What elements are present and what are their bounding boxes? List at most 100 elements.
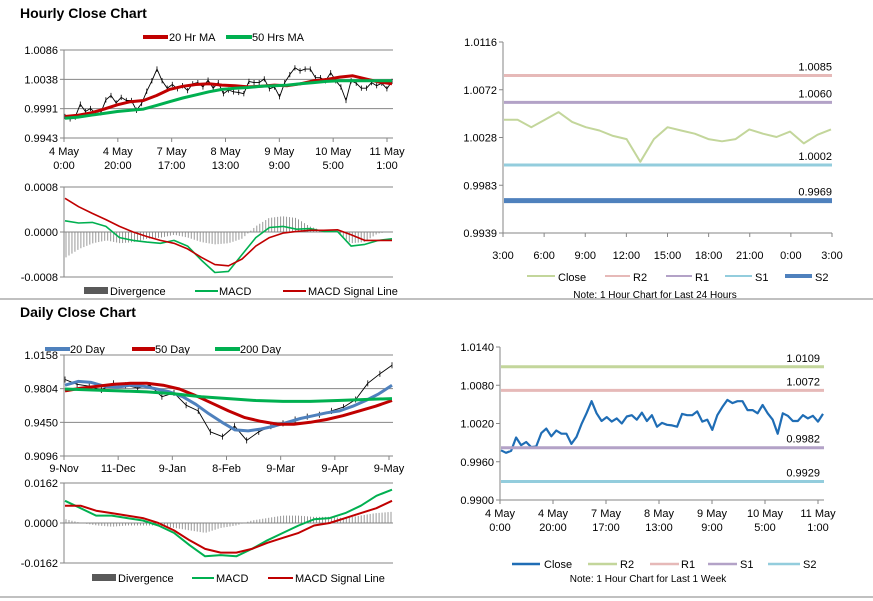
y-tick-label: 0.0008 <box>24 182 58 194</box>
x-tick-label: 1:00 <box>807 522 828 534</box>
level-label-s1: 1.0002 <box>798 151 832 163</box>
legend-s2: S2 <box>815 272 828 284</box>
legend-r2: R2 <box>633 272 647 284</box>
legend-divergence: Divergence <box>118 573 174 585</box>
legend-macd: MACD <box>216 573 248 585</box>
x-tick-label: 0:00 <box>489 522 510 534</box>
y-tick-label: 1.0072 <box>463 85 497 97</box>
x-tick-label: 9-May <box>374 463 405 475</box>
x-tick-label: 8 May <box>644 508 674 520</box>
y-tick-label: 0.9991 <box>24 104 58 116</box>
hourly-price-legend: 20 Hr MA 50 Hrs MA <box>143 32 305 44</box>
y-tick-label: 0.0000 <box>24 518 58 530</box>
series-line-macd-signal-line <box>65 499 393 554</box>
weekly-levels-note: Note: 1 Hour Chart for Last 1 Week <box>570 574 728 585</box>
legend-macd: MACD <box>219 286 251 298</box>
legend-20-day: 20 Day <box>70 344 105 356</box>
x-tick-label: 11-Dec <box>101 463 136 475</box>
legend-s2: S2 <box>803 559 816 571</box>
x-tick-label: 11 May <box>800 508 836 520</box>
daily-macd-legend: Divergence MACD MACD Signal Line <box>92 573 385 585</box>
x-tick-label: 12:00 <box>613 250 641 262</box>
daily-price-legend: 20 Day 50 Day 200 Day <box>45 344 281 356</box>
series-line-macd-signal-line <box>64 197 392 267</box>
series-line-macd <box>64 220 393 274</box>
x-tick-label: 17:00 <box>592 522 620 534</box>
legend-macd-signal: MACD Signal Line <box>295 573 385 585</box>
series-line-price <box>64 364 393 441</box>
x-tick-label: 5:00 <box>322 160 343 172</box>
legend-s1: S1 <box>755 272 768 284</box>
x-tick-label: 9-Nov <box>49 463 79 475</box>
x-tick-label: 6:00 <box>533 250 554 262</box>
legend-r1: R1 <box>681 559 695 571</box>
y-tick-label: 1.0158 <box>24 350 58 362</box>
x-tick-label: 0:00 <box>53 160 74 172</box>
x-tick-label: 1:00 <box>376 160 397 172</box>
hourly-levels-chart: 1.0116 1.0072 1.0028 0.9983 0.9939 3:00 6:00 9:… <box>463 37 842 262</box>
series-line-close <box>500 398 824 454</box>
x-tick-label: 9:00 <box>575 250 596 262</box>
legend-r1: R1 <box>695 272 709 284</box>
y-tick-label: 1.0116 <box>464 37 497 49</box>
y-tick-label: -0.0008 <box>21 272 58 284</box>
hourly-macd-chart: 0.0008 0.0000 -0.0008 <box>21 182 393 284</box>
x-tick-label: 3:00 <box>492 250 513 262</box>
y-tick-label: -0.0162 <box>21 558 58 570</box>
y-tick-label: 0.9096 <box>24 451 58 463</box>
y-tick-label: 0.0000 <box>24 227 58 239</box>
y-tick-label: 1.0020 <box>460 419 494 431</box>
x-tick-label: 20:00 <box>104 160 132 172</box>
x-tick-label: 17:00 <box>158 160 186 172</box>
series-line-200-day <box>64 387 393 403</box>
x-tick-label: 8-Feb <box>212 463 241 475</box>
y-tick-label: 1.0080 <box>460 380 494 392</box>
level-label-s2: 0.9969 <box>798 187 832 199</box>
x-tick-label: 20:00 <box>539 522 567 534</box>
legend-50-day: 50 Day <box>155 344 190 356</box>
x-tick-label: 4 May <box>485 508 515 520</box>
series-line-macd <box>64 488 393 558</box>
y-tick-label: 0.9804 <box>24 384 58 396</box>
y-tick-label: 1.0028 <box>463 133 497 145</box>
x-tick-label: 9-Mar <box>266 463 295 475</box>
x-tick-label: 4 May <box>103 146 133 158</box>
level-label-s2: 0.9929 <box>786 468 820 480</box>
level-label-r2: 1.0085 <box>798 61 832 73</box>
series-line-50-hrs-ma <box>64 79 392 120</box>
level-label-r2: 1.0109 <box>786 353 820 365</box>
y-tick-label: 1.0140 <box>460 342 494 354</box>
y-tick-label: 1.0086 <box>24 45 58 57</box>
x-tick-label: 9:00 <box>701 522 722 534</box>
legend-r2: R2 <box>620 559 634 571</box>
legend-50hrs-ma: 50 Hrs MA <box>252 32 305 44</box>
x-tick-label: 11 May <box>369 146 405 158</box>
daily-section-title: Daily Close Chart <box>20 304 136 320</box>
x-tick-label: 4 May <box>538 508 568 520</box>
y-tick-label: 0.9939 <box>463 228 497 240</box>
x-tick-label: 4 May <box>49 146 79 158</box>
x-tick-label: 5:00 <box>754 522 775 534</box>
y-tick-label: 0.9450 <box>24 417 58 429</box>
x-tick-label: 3:00 <box>821 250 842 262</box>
level-label-s1: 0.9982 <box>786 434 820 446</box>
hourly-macd-legend: Divergence MACD MACD Signal Line <box>84 286 398 298</box>
x-tick-label: 9-Apr <box>321 463 348 475</box>
x-tick-label: 9:00 <box>269 160 290 172</box>
x-tick-label: 9-Jan <box>159 463 187 475</box>
weekly-levels-legend: Close R2 R1 S1 S2 Note: 1 Hour Chart for… <box>512 559 816 585</box>
x-tick-label: 13:00 <box>212 160 240 172</box>
x-tick-label: 10 May <box>315 146 352 158</box>
legend-200-day: 200 Day <box>240 344 281 356</box>
hourly-levels-legend: Close R2 R1 S1 S2 Note: 1 Hour Chart for… <box>527 272 828 301</box>
x-tick-label: 8 May <box>211 146 241 158</box>
x-tick-label: 21:00 <box>736 250 764 262</box>
legend-close: Close <box>558 272 586 284</box>
legend-20hr-ma: 20 Hr MA <box>169 32 216 44</box>
legend-close: Close <box>544 559 572 571</box>
series-line-50-day <box>64 381 393 426</box>
